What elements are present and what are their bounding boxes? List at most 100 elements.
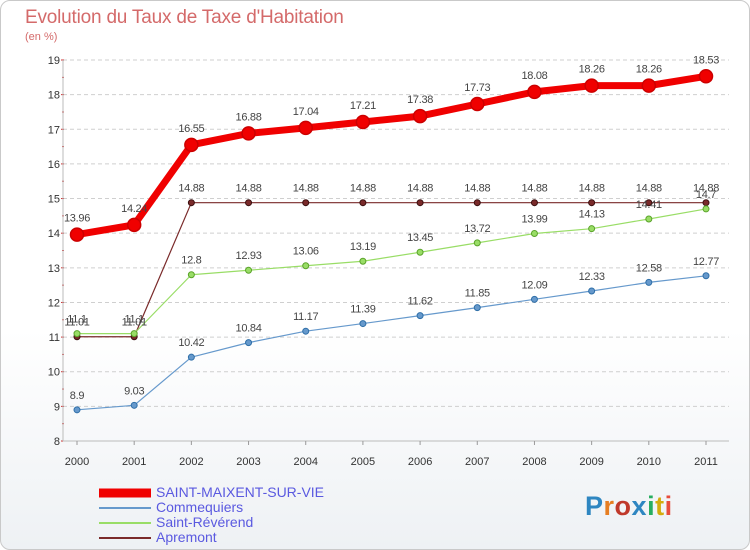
data-point	[530, 199, 538, 207]
data-point	[302, 327, 310, 335]
data-label: 17.21	[350, 100, 376, 112]
data-label: 9.03	[124, 385, 144, 397]
data-point	[302, 262, 310, 270]
x-tick-label: 2010	[637, 456, 661, 468]
data-label: 11.85	[465, 288, 490, 300]
x-tick-label: 2002	[179, 456, 203, 468]
logo-letter: i	[664, 491, 673, 521]
series-1	[73, 272, 710, 414]
logo-letter: i	[647, 491, 656, 521]
data-label: 17.38	[407, 94, 433, 106]
data-label: 14.88	[636, 183, 662, 195]
data-label: 14.88	[178, 183, 204, 195]
data-label: 14.88	[464, 183, 490, 195]
data-label: 13.72	[464, 223, 490, 235]
data-point	[698, 69, 714, 84]
data-point	[73, 406, 81, 414]
series-2	[73, 205, 710, 338]
y-tick-label: 17	[48, 124, 60, 136]
logo-letter: t	[655, 491, 665, 521]
data-point	[645, 278, 653, 286]
data-label: 14.24	[121, 203, 147, 215]
data-label: 13.96	[64, 213, 90, 225]
data-point	[588, 225, 596, 233]
logo-letter: x	[631, 491, 648, 521]
axes: 8 9 10 11 12 13 14 15 16 17 18 19 2000 2001 2002 2003 20…	[48, 55, 729, 468]
legend-label: Apremont	[156, 529, 217, 545]
data-point	[245, 266, 253, 274]
data-point	[69, 227, 85, 242]
legend-label: Saint-Révérend	[156, 514, 254, 530]
legend-label: Commequiers	[156, 499, 244, 515]
y-tick-label: 12	[48, 297, 60, 309]
data-point	[645, 215, 653, 223]
series-line	[76, 275, 707, 411]
data-label: 16.55	[178, 123, 204, 135]
data-label: 8.9	[70, 390, 85, 402]
data-point	[73, 330, 81, 338]
y-tick-label: 8	[54, 436, 60, 448]
data-point	[187, 271, 195, 279]
data-label: 17.73	[464, 82, 490, 94]
x-tick-label: 2000	[65, 456, 89, 468]
data-point	[584, 78, 599, 93]
series-line	[76, 72, 707, 239]
logo-letter: P	[585, 491, 604, 521]
logo-letter: o	[614, 491, 632, 521]
series-0	[69, 69, 714, 242]
data-point	[184, 137, 199, 153]
data-point	[473, 304, 481, 312]
data-point	[702, 205, 710, 213]
data-label: 18.26	[579, 64, 605, 76]
x-tick-label: 2011	[694, 456, 718, 468]
legend-swatch	[99, 521, 151, 524]
data-label: 12.33	[579, 271, 605, 283]
data-label: 11.1	[67, 314, 87, 326]
data-point	[645, 199, 653, 207]
legend-swatch	[99, 506, 151, 509]
data-label: 13.45	[407, 232, 433, 244]
logo-letter: r	[603, 491, 615, 521]
data-label: 13.19	[350, 241, 376, 253]
x-tick-label: 2001	[122, 456, 146, 468]
data-point	[355, 114, 371, 130]
data-label: 11.17	[293, 311, 318, 323]
data-point	[187, 353, 195, 361]
y-tick-label: 9	[54, 401, 60, 413]
data-point	[530, 295, 538, 303]
data-label: 12.09	[521, 279, 547, 291]
data-label: 14.88	[293, 183, 319, 195]
x-tick-label: 2005	[351, 456, 375, 468]
data-point	[412, 108, 428, 124]
x-tick-label: 2003	[236, 456, 260, 468]
data-label: 10.84	[236, 323, 262, 335]
data-label: 12.58	[636, 262, 662, 274]
data-label: 11.62	[407, 296, 432, 308]
data-point	[126, 217, 142, 233]
data-point	[416, 312, 424, 320]
data-label: 14.88	[693, 183, 719, 195]
data-point	[416, 199, 424, 207]
data-label: 18.08	[521, 70, 547, 82]
y-tick-label: 16	[48, 159, 60, 171]
data-point	[245, 199, 253, 207]
data-point	[588, 199, 596, 207]
data-label: 14.7	[696, 189, 716, 201]
y-tick-label: 10	[48, 367, 60, 379]
data-label: 16.88	[236, 111, 262, 123]
grid-lines	[63, 59, 729, 407]
data-label: 14.13	[579, 209, 605, 221]
x-tick-label: 2007	[465, 456, 489, 468]
data-label: 18.53	[693, 54, 719, 66]
data-label: 14.88	[579, 183, 605, 195]
x-tick-label: 2006	[408, 456, 432, 468]
data-label: 14.88	[236, 183, 262, 195]
data-label: 17.04	[293, 106, 319, 118]
data-label: 14.88	[407, 183, 433, 195]
series-3	[73, 199, 710, 341]
legend-swatch	[99, 488, 151, 497]
series-line	[77, 202, 706, 338]
y-tick-label: 11	[49, 332, 60, 344]
chart-title: Evolution du Taux de Taxe d'Habitation	[25, 7, 344, 28]
